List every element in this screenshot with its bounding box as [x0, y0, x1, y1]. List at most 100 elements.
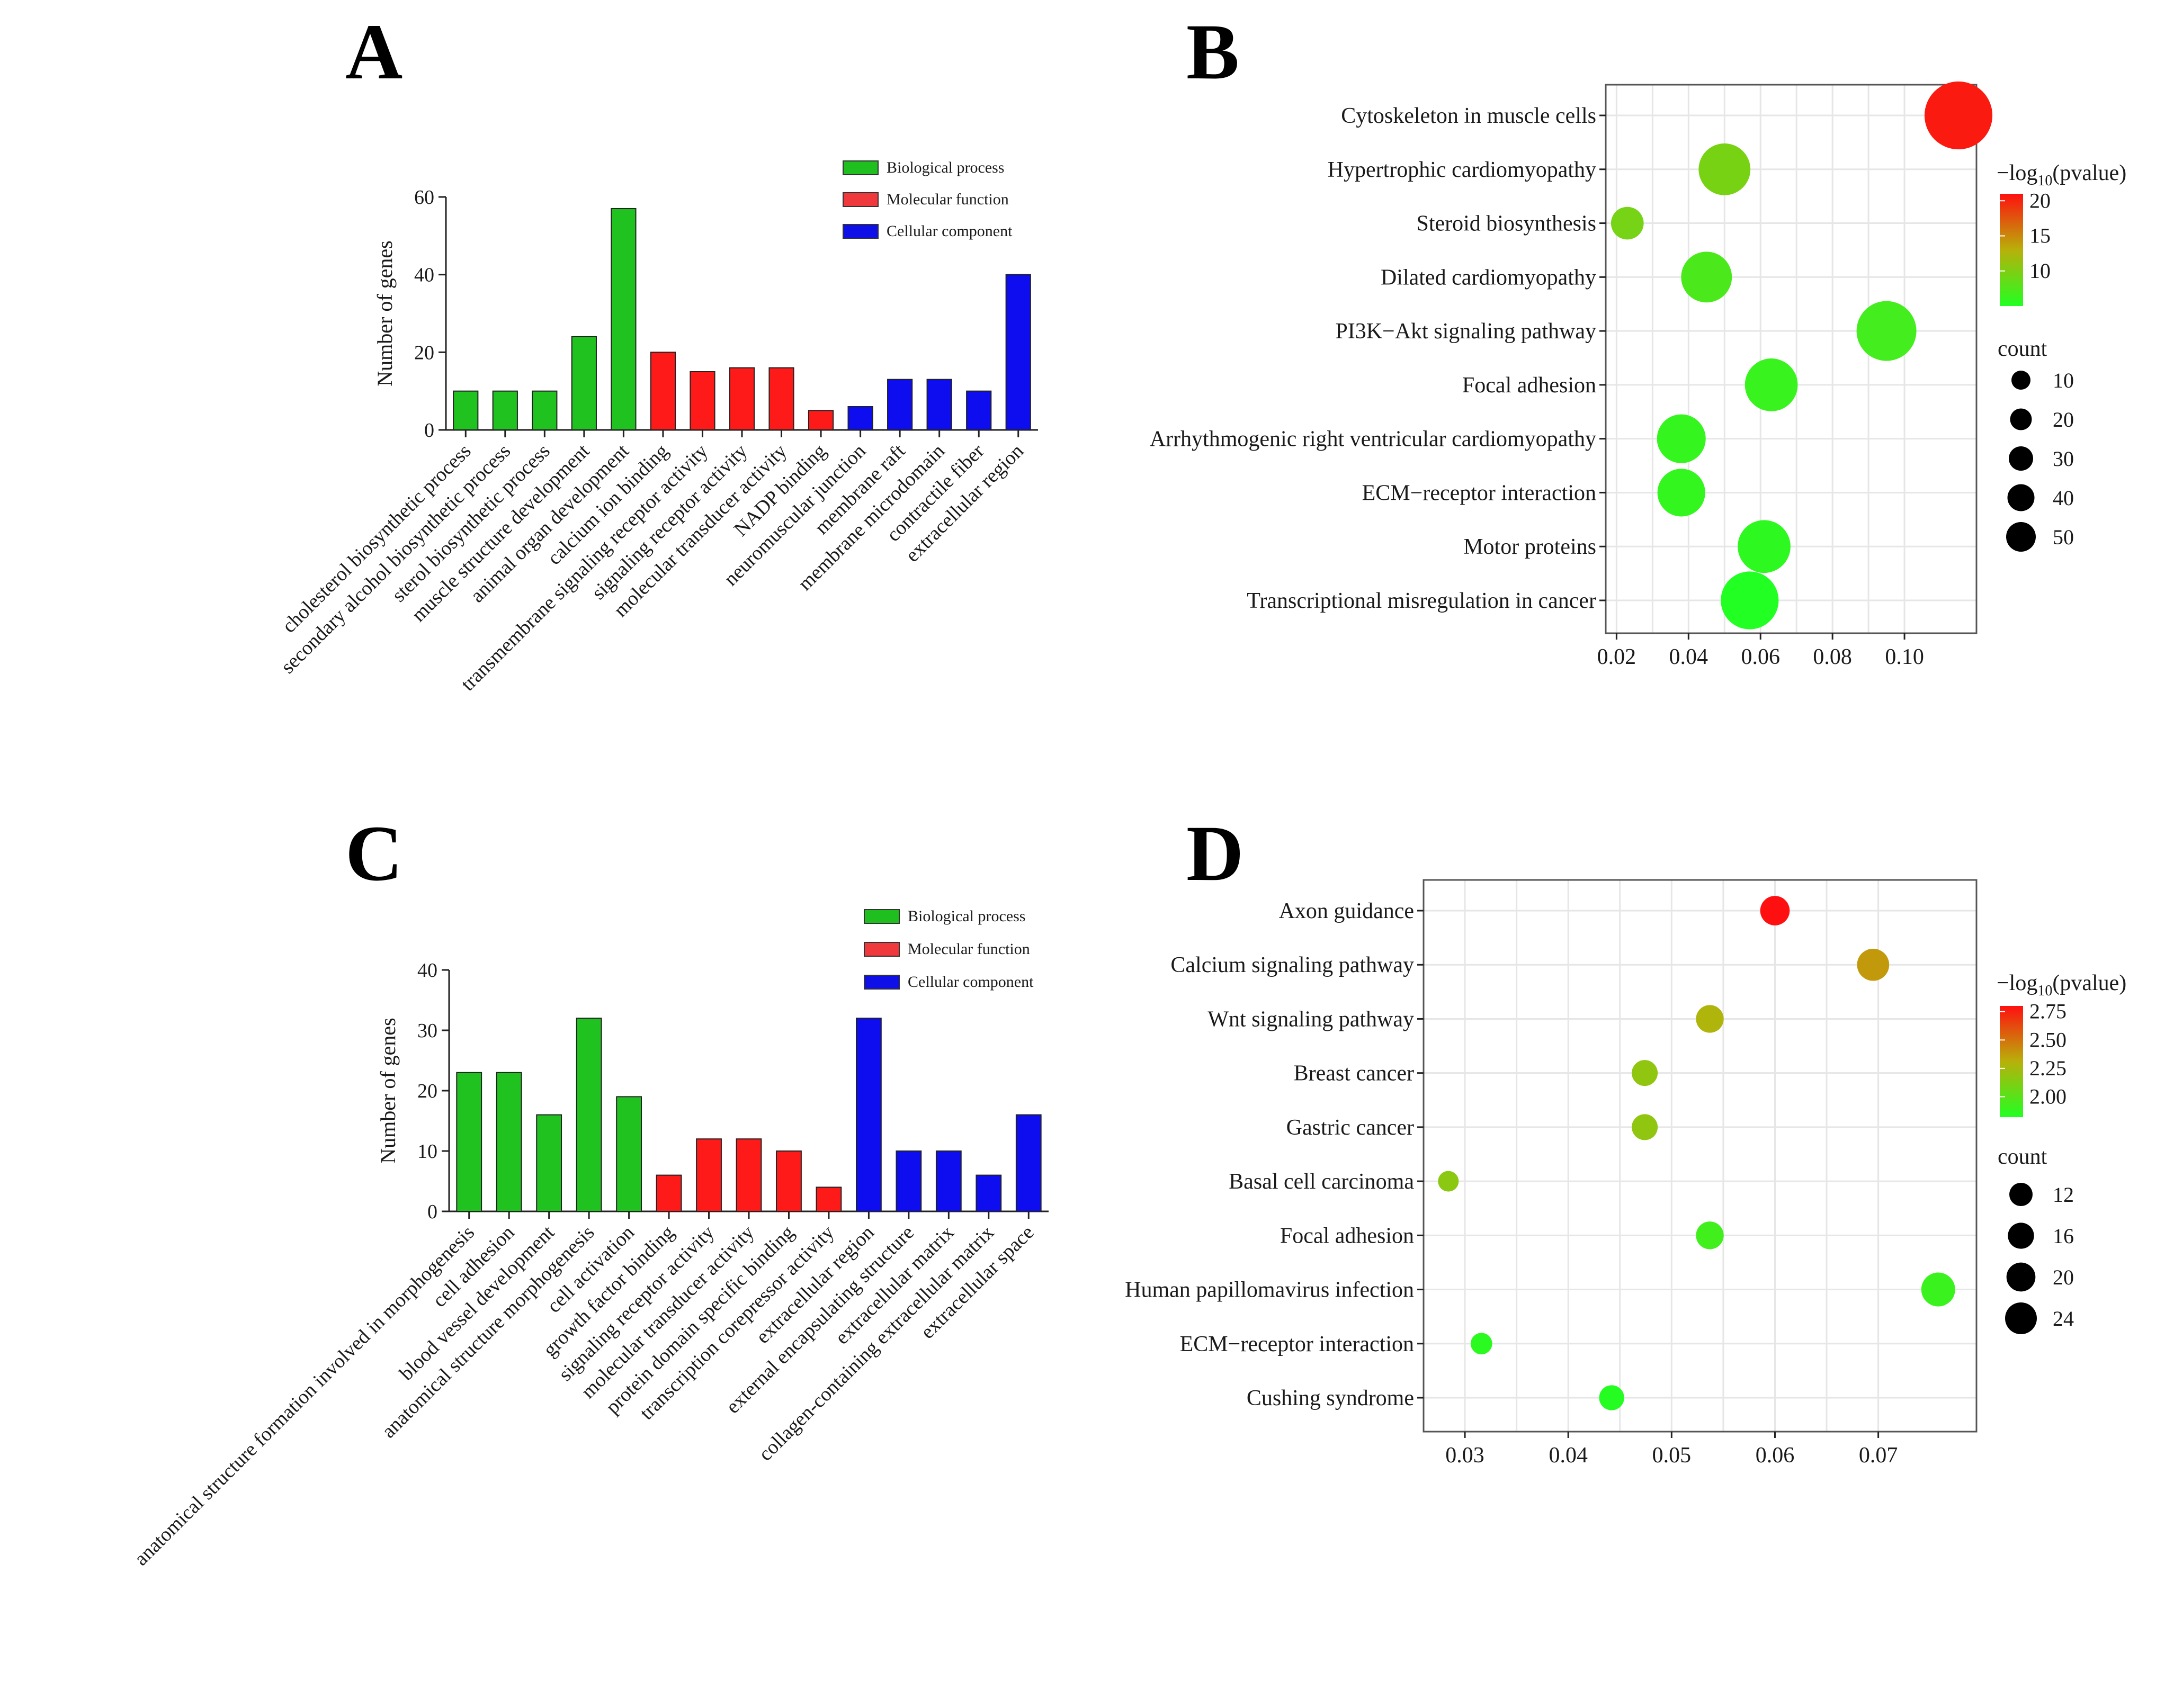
bar-transcription-corepressor-activity — [816, 1186, 842, 1212]
y-tick-label: Gastric cancer — [1286, 1116, 1414, 1140]
dot-wnt-signaling-pathway — [1696, 1005, 1724, 1033]
y-tick-label: 0 — [424, 419, 434, 442]
bar-molecular-transducer-activity — [768, 367, 794, 431]
y-tick-label: Axon guidance — [1279, 899, 1414, 923]
y-tick-label: 20 — [414, 341, 434, 364]
panel-d-kegg-dot-plot: D Axon guidance Calcium signaling pathway W… — [1125, 810, 2126, 1468]
colorbar-title: −log10(pvalue) — [1997, 971, 2126, 999]
size-legend-label: 20 — [2053, 1265, 2074, 1289]
bar-anatomical-structure-morphogenesis — [576, 1018, 602, 1212]
dot-ecm-receptor-interaction — [1470, 1333, 1492, 1355]
dot-arrhythmogenic-right-ventricular-cardiomyopathy — [1657, 414, 1706, 463]
y-tick-label: Hypertrophic cardiomyopathy — [1328, 158, 1596, 182]
x-tick-label: 0.02 — [1597, 645, 1636, 669]
y-tick-label: 60 — [414, 186, 434, 209]
bar-calcium-ion-binding — [650, 352, 676, 430]
bar-transmembrane-signaling-receptor-activity — [690, 371, 715, 430]
bar-extracellular-region — [1005, 274, 1031, 431]
dot-ecm-receptor-interaction — [1657, 469, 1705, 517]
y-axis-title: Number of genes — [376, 1018, 400, 1163]
legend-swatch-biological-process — [843, 160, 879, 175]
colorbar — [2000, 1006, 2023, 1117]
x-tick-label: 0.06 — [1756, 1443, 1795, 1468]
legend-swatch-cellular-component — [864, 975, 900, 990]
y-tick-label: Dilated cardiomyopathy — [1381, 265, 1596, 290]
size-legend-title: count — [1998, 1145, 2047, 1169]
colorbar-title: −log10(pvalue) — [1997, 161, 2126, 189]
y-tick-label: Wnt signaling pathway — [1207, 1007, 1414, 1031]
x-tick-label: 0.07 — [1859, 1443, 1898, 1468]
bar-secondary-alcohol-biosynthetic-process — [492, 390, 518, 431]
colorbar-tick-label: 2.25 — [2029, 1056, 2066, 1080]
y-tick-label: Motor proteins — [1463, 535, 1596, 559]
size-legend-dot — [2008, 1222, 2034, 1249]
dot-breast-cancer — [1632, 1060, 1658, 1086]
y-tick-label: Focal adhesion — [1280, 1224, 1414, 1248]
colorbar-tick-label: 10 — [2029, 259, 2051, 283]
size-legend-label: 10 — [2053, 368, 2074, 392]
y-axis-title: Number of genes — [373, 240, 397, 386]
bar-blood-vessel-development — [536, 1114, 562, 1212]
legend-swatch-biological-process — [864, 909, 900, 924]
colorbar — [2000, 194, 2023, 306]
legend-label-biological-process: Biological process — [908, 907, 1025, 925]
legend-swatch-molecular-function — [864, 942, 900, 957]
y-tick-label: Cushing syndrome — [1247, 1386, 1414, 1410]
legend-label-molecular-function: Molecular function — [908, 940, 1030, 958]
dot-hypertrophic-cardiomyopathy — [1698, 143, 1751, 195]
bar-membrane-raft — [887, 379, 913, 431]
size-legend-dot — [2006, 1262, 2036, 1292]
dot-motor-proteins — [1738, 520, 1791, 573]
bar-signaling-receptor-activity — [729, 367, 755, 431]
size-legend-dot — [2009, 446, 2033, 471]
bar-extracellular-space — [1015, 1114, 1042, 1212]
size-legend-label: 20 — [2053, 408, 2074, 432]
bar-membrane-microdomain — [926, 379, 952, 431]
y-tick-label: PI3K−Akt signaling pathway — [1335, 319, 1596, 344]
colorbar-tick-label: 2.50 — [2029, 1028, 2066, 1051]
y-tick-label: 0 — [427, 1201, 437, 1223]
panel-label: C — [345, 810, 402, 897]
dot-pi3k-akt-signaling-pathway — [1856, 301, 1917, 361]
size-legend-label: 40 — [2053, 486, 2074, 510]
bar-cell-activation — [616, 1096, 642, 1212]
y-tick-label: ECM−receptor interaction — [1180, 1332, 1414, 1356]
y-tick-label: Focal adhesion — [1462, 373, 1596, 398]
size-legend-title: count — [1998, 337, 2047, 361]
y-tick-label: 10 — [417, 1140, 437, 1163]
colorbar-tick-label: 2.75 — [2029, 1000, 2066, 1023]
bar-extracellular-matrix — [935, 1150, 962, 1212]
dot-axon-guidance — [1760, 896, 1790, 925]
size-legend-label: 30 — [2053, 447, 2074, 471]
size-legend-dot — [2009, 1183, 2033, 1206]
plot-frame — [1605, 84, 1978, 634]
dot-human-papillomavirus-infection — [1921, 1272, 1955, 1307]
dot-focal-adhesion — [1696, 1221, 1724, 1249]
dot-transcriptional-misregulation-in-cancer — [1721, 571, 1779, 630]
dot-dilated-cardiomyopathy — [1681, 251, 1732, 303]
y-tick-label: Basal cell carcinoma — [1229, 1170, 1414, 1194]
legend-label-cellular-component: Cellular component — [887, 222, 1013, 240]
x-tick-label: 0.08 — [1813, 645, 1852, 669]
colorbar-tick-label: 20 — [2029, 188, 2051, 212]
bar-animal-organ-development — [611, 208, 637, 430]
bar-growth-factor-binding — [656, 1174, 682, 1212]
y-tick-label: Human papillomavirus infection — [1125, 1278, 1414, 1302]
y-tick-label: Breast cancer — [1294, 1062, 1414, 1086]
x-tick-label: 0.06 — [1741, 645, 1780, 669]
bar-protein-domain-specific-binding — [776, 1150, 802, 1212]
y-tick-label: Calcium signaling pathway — [1170, 953, 1414, 977]
plot-frame — [1423, 879, 1978, 1433]
legend-swatch-cellular-component — [843, 224, 879, 239]
y-tick-label: Transcriptional misregulation in cancer — [1247, 589, 1596, 613]
legend-swatch-molecular-function — [843, 192, 879, 207]
size-legend-dot — [2010, 408, 2032, 430]
bar-nadp-binding — [808, 410, 834, 430]
dot-cytoskeleton-in-muscle-cells — [1924, 81, 1993, 150]
size-legend-dot — [2005, 1302, 2037, 1334]
dot-gastric-cancer — [1632, 1114, 1658, 1140]
bar-collagen-containing-extracellular-matrix — [976, 1174, 1002, 1212]
size-legend-label: 24 — [2053, 1307, 2074, 1331]
size-legend-label: 50 — [2053, 525, 2074, 549]
